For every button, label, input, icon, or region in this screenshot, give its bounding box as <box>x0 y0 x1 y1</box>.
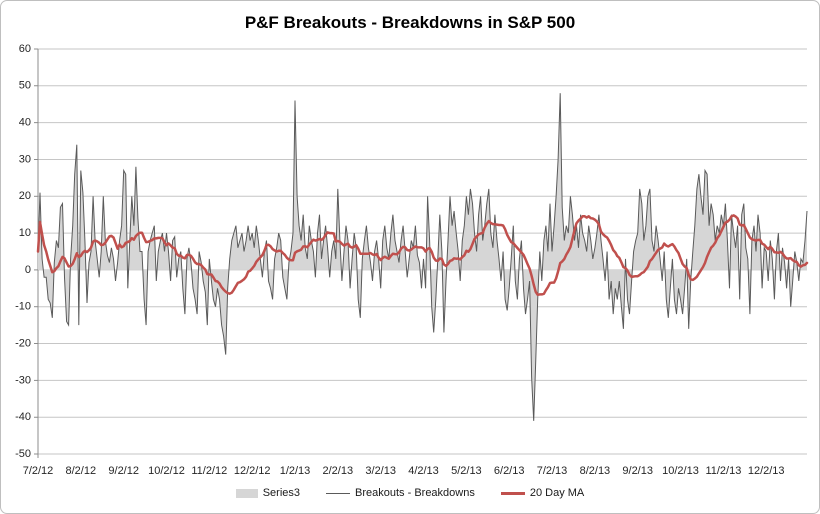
y-axis-tick-label: -10 <box>15 301 31 313</box>
x-axis-tick-label: 9/2/12 <box>108 465 139 477</box>
x-axis-tick-label: 11/2/12 <box>191 465 227 477</box>
x-axis-tick-label: 8/2/13 <box>580 465 611 477</box>
area-swatch-icon <box>235 488 258 498</box>
y-axis-tick-label: 0 <box>25 264 31 276</box>
line-swatch-icon <box>326 492 351 494</box>
x-axis-tick-label: 4/2/13 <box>408 465 439 477</box>
x-axis-tick-label: 12/2/12 <box>234 465 271 477</box>
x-axis-tick-label: 10/2/12 <box>148 465 185 477</box>
legend-label-ma: 20 Day MA <box>529 487 585 499</box>
x-axis-tick-label: 7/2/13 <box>537 465 568 477</box>
x-axis-tick-label: 6/2/13 <box>494 465 525 477</box>
chart-title: P&F Breakouts - Breakdowns in S&P 500 <box>244 13 576 32</box>
ma-line <box>36 214 809 297</box>
legend-item-breakouts[interactable]: Breakouts - Breakdowns <box>326 487 475 499</box>
x-axis-tick-label: 8/2/12 <box>66 465 97 477</box>
ma-swatch-icon <box>500 491 525 495</box>
y-axis-tick-label: 60 <box>19 43 31 55</box>
legend-item-ma[interactable]: 20 Day MA <box>500 487 585 499</box>
legend-label-series3: Series3 <box>262 487 301 499</box>
y-axis-tick-label: 30 <box>19 153 31 165</box>
y-axis-tick-label: 40 <box>19 117 31 129</box>
x-axis-tick-label: 7/2/12 <box>23 465 54 477</box>
y-axis-tick-label: -20 <box>15 337 31 349</box>
x-axis-tick-label: 9/2/13 <box>622 465 653 477</box>
legend-label-breakouts: Breakouts - Breakdowns <box>355 487 475 499</box>
y-axis-tick-label: -40 <box>15 411 31 423</box>
x-axis-tick-label: 12/2/13 <box>748 465 785 477</box>
x-axis-tick-label: 3/2/13 <box>365 465 396 477</box>
series3-area <box>38 93 807 421</box>
x-axis-tick-label: 1/2/13 <box>280 465 311 477</box>
legend-item-series3[interactable]: Series3 <box>235 487 301 499</box>
y-axis-tick-label: 20 <box>19 190 31 202</box>
y-axis-tick-label: -50 <box>15 448 31 460</box>
breakouts-breakdowns-line <box>37 93 808 421</box>
y-axis-tick-label: 50 <box>19 80 31 92</box>
legend: Series3 Breakouts - Breakdowns 20 Day MA <box>1 483 819 503</box>
y-axis-tick-label: 10 <box>19 227 31 239</box>
y-axis-tick-label: -30 <box>15 374 31 386</box>
x-axis-tick-label: 11/2/13 <box>705 465 741 477</box>
x-axis-tick-label: 2/2/13 <box>323 465 354 477</box>
x-axis-tick-label: 5/2/13 <box>451 465 482 477</box>
x-axis-tick-label: 10/2/13 <box>662 465 699 477</box>
